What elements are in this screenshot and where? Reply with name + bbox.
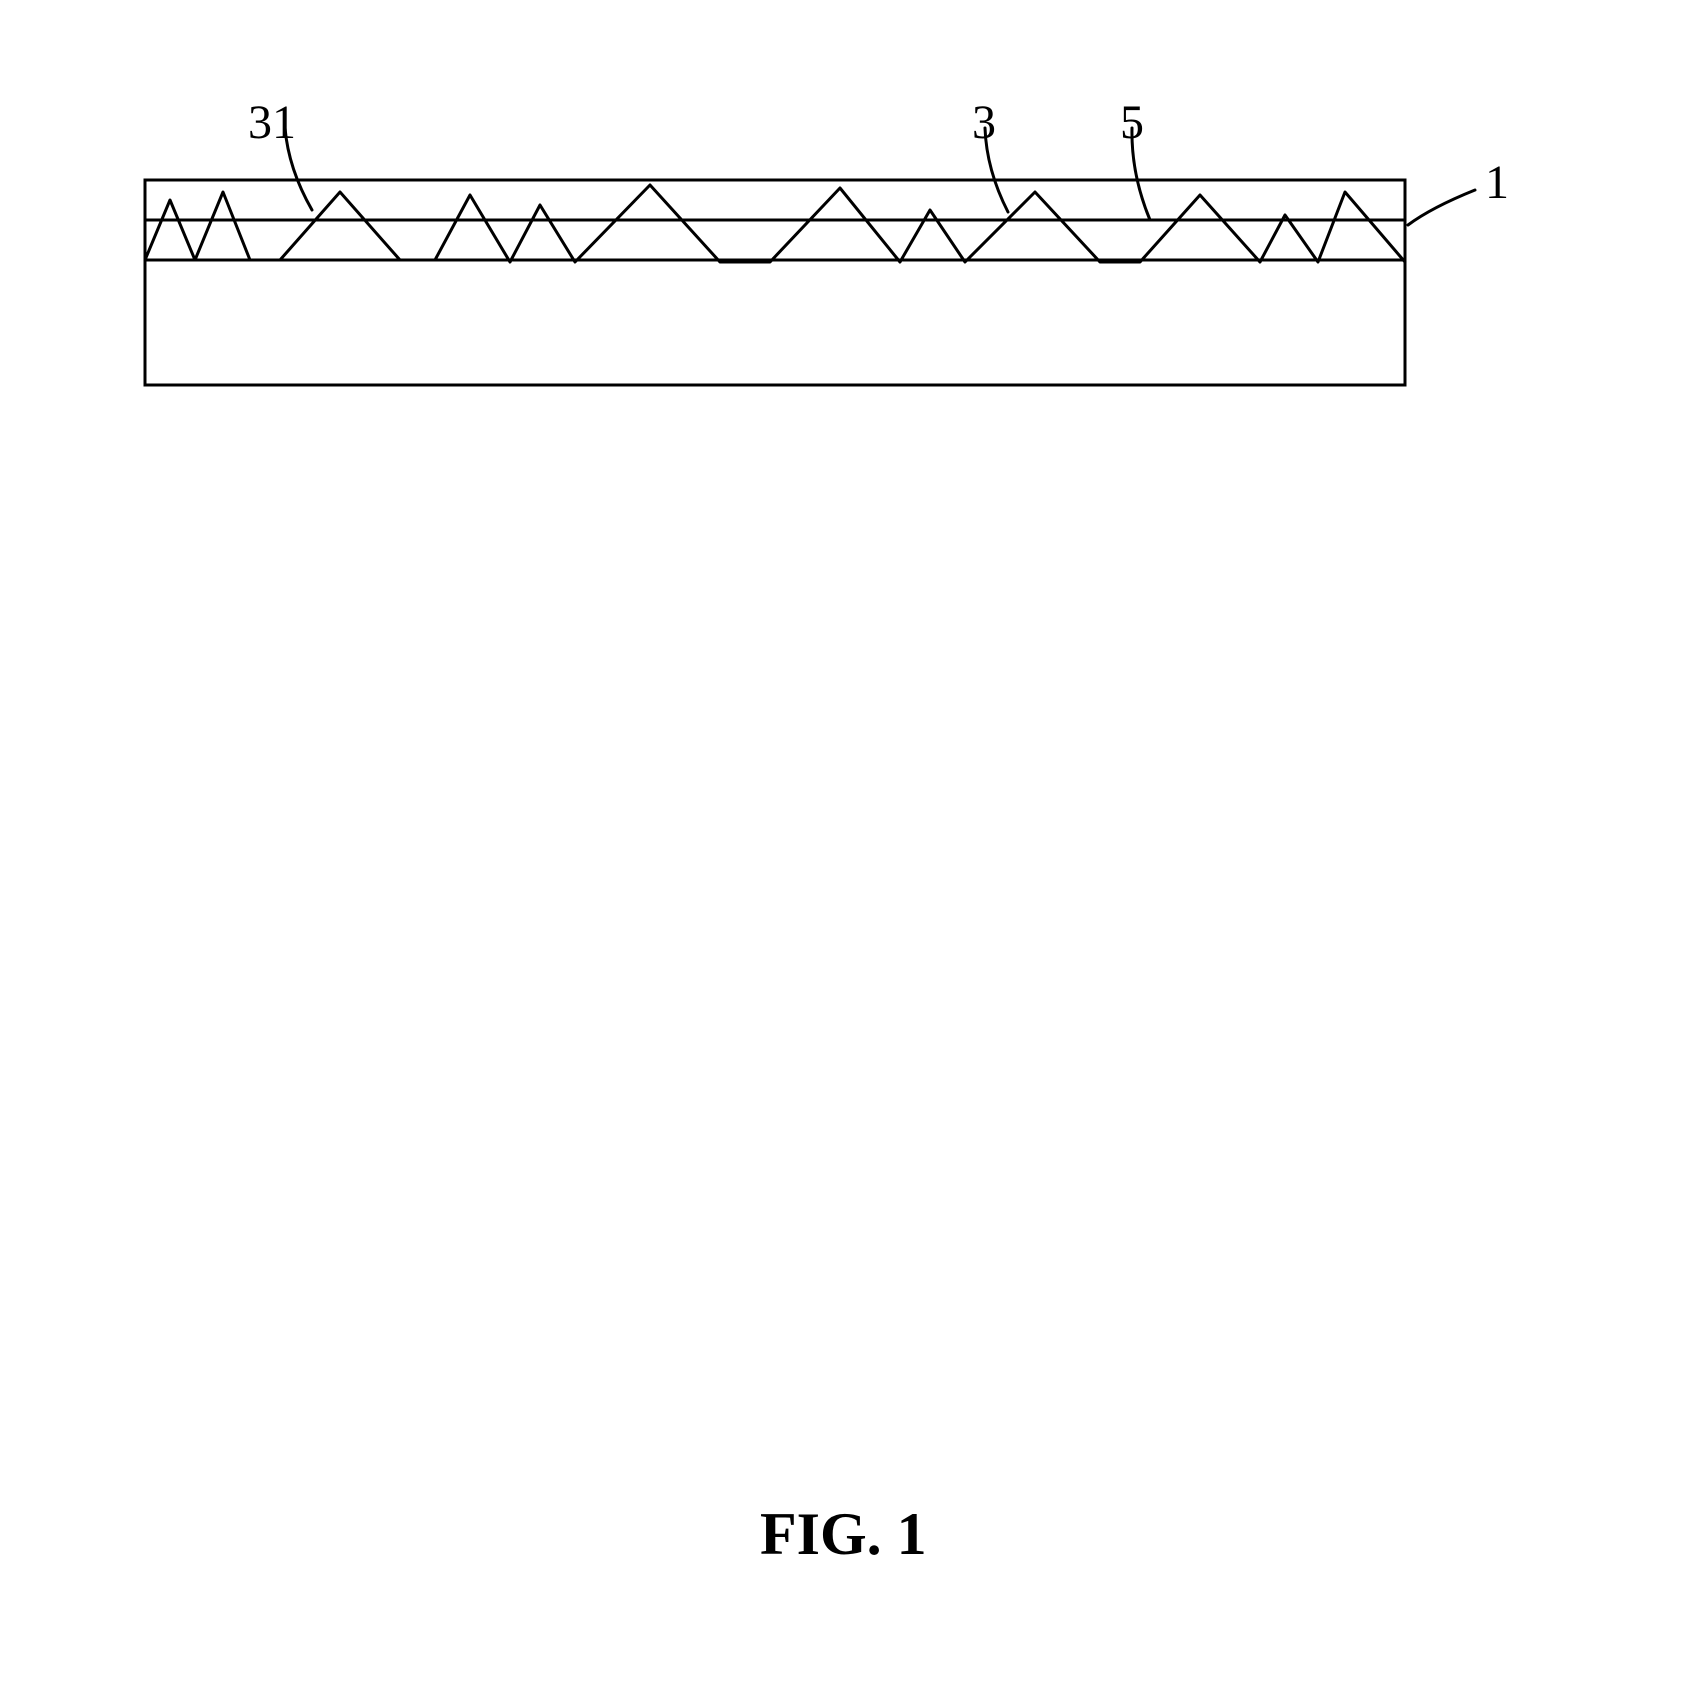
label-5: 5 [1120, 95, 1144, 150]
label-31: 31 [248, 95, 296, 150]
label-3: 3 [972, 95, 996, 150]
figure-canvas: 31 3 5 1 FIG. 1 [0, 0, 1707, 1699]
label-1: 1 [1485, 155, 1509, 210]
diagram-svg [0, 0, 1707, 1699]
figure-caption: FIG. 1 [760, 1500, 927, 1569]
